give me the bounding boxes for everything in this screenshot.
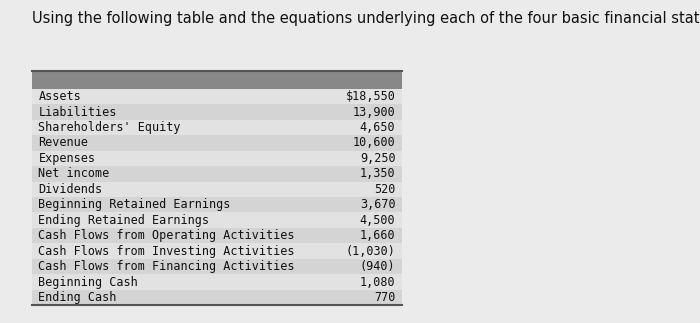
Text: 4,650: 4,650 [360,121,395,134]
Text: Liabilities: Liabilities [38,106,117,119]
Text: (1,030): (1,030) [346,245,396,258]
Text: 1,660: 1,660 [360,229,395,242]
Text: Cash Flows from Financing Activities: Cash Flows from Financing Activities [38,260,295,273]
Text: Cash Flows from Operating Activities: Cash Flows from Operating Activities [38,229,295,242]
Text: 4,500: 4,500 [360,214,395,227]
Text: 9,250: 9,250 [360,152,395,165]
Text: Cash Flows from Investing Activities: Cash Flows from Investing Activities [38,245,295,258]
Text: 13,900: 13,900 [353,106,396,119]
Text: 770: 770 [374,291,395,304]
Text: Shareholders' Equity: Shareholders' Equity [38,121,181,134]
Text: Ending Retained Earnings: Ending Retained Earnings [38,214,209,227]
Text: 10,600: 10,600 [353,136,396,150]
Text: Dividends: Dividends [38,183,103,196]
Text: 1,080: 1,080 [360,276,395,288]
Text: Revenue: Revenue [38,136,88,150]
Text: Assets: Assets [38,90,81,103]
Text: Beginning Cash: Beginning Cash [38,276,139,288]
Text: Net income: Net income [38,167,110,180]
Text: Beginning Retained Earnings: Beginning Retained Earnings [38,198,231,211]
Text: Using the following table and the equations underlying each of the four basic fi: Using the following table and the equati… [32,11,700,26]
Text: (940): (940) [360,260,395,273]
Text: Ending Cash: Ending Cash [38,291,117,304]
Text: 3,670: 3,670 [360,198,395,211]
Text: $18,550: $18,550 [346,90,396,103]
Text: 1,350: 1,350 [360,167,395,180]
Text: 520: 520 [374,183,395,196]
Text: Expenses: Expenses [38,152,95,165]
